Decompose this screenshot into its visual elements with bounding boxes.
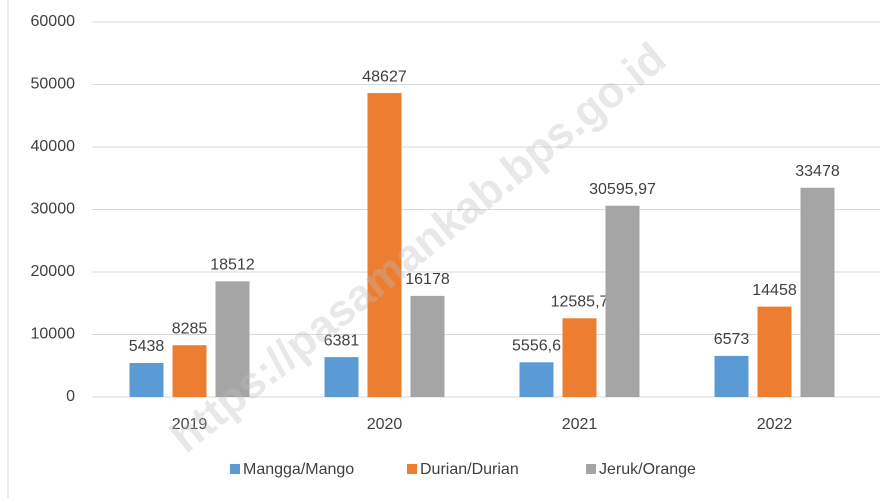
bar — [410, 295, 445, 397]
legend-swatch — [230, 464, 240, 474]
value-label: 6381 — [324, 332, 360, 349]
value-label: 5438 — [129, 338, 165, 355]
value-label: 48627 — [362, 68, 407, 85]
y-tick-label: 10000 — [31, 326, 76, 343]
legend-swatch — [586, 464, 596, 474]
bar — [129, 363, 164, 397]
legend-swatch — [407, 464, 417, 474]
value-label: 8285 — [172, 320, 208, 337]
bar — [519, 362, 554, 397]
value-label: 12585,7 — [551, 294, 609, 311]
bar — [324, 357, 359, 397]
bar — [714, 355, 749, 397]
x-tick-label: 2022 — [757, 416, 793, 433]
value-label: 16178 — [405, 271, 450, 288]
x-tick-label: 2020 — [367, 416, 403, 433]
legend-label: Mangga/Mango — [243, 461, 354, 478]
value-label: 30595,97 — [589, 181, 656, 198]
legend-label: Durian/Durian — [420, 461, 519, 478]
legend-label: Jeruk/Orange — [599, 461, 696, 478]
value-label: 18512 — [210, 257, 255, 274]
plot-area: 0 10000 20000 30000 40000 50000 60000 2019 5438 8… — [31, 13, 880, 478]
x-tick-label: 2021 — [562, 416, 598, 433]
y-tick-label: 60000 — [31, 13, 76, 30]
bar — [800, 187, 835, 397]
bar — [367, 93, 402, 398]
value-label: 6573 — [714, 331, 750, 348]
bar — [562, 318, 597, 397]
bar — [172, 345, 207, 397]
y-tick-label: 20000 — [31, 263, 76, 280]
y-tick-label: 30000 — [31, 201, 76, 218]
bar — [215, 281, 250, 397]
bar — [757, 306, 792, 397]
value-label: 33478 — [795, 163, 840, 180]
y-tick-label: 0 — [66, 388, 75, 405]
value-label: 14458 — [752, 282, 797, 299]
value-label: 5556,6 — [512, 337, 561, 354]
y-tick-label: 40000 — [31, 138, 76, 155]
y-tick-label: 50000 — [31, 76, 76, 93]
x-tick-label: 2019 — [172, 416, 208, 433]
bar — [605, 205, 640, 397]
